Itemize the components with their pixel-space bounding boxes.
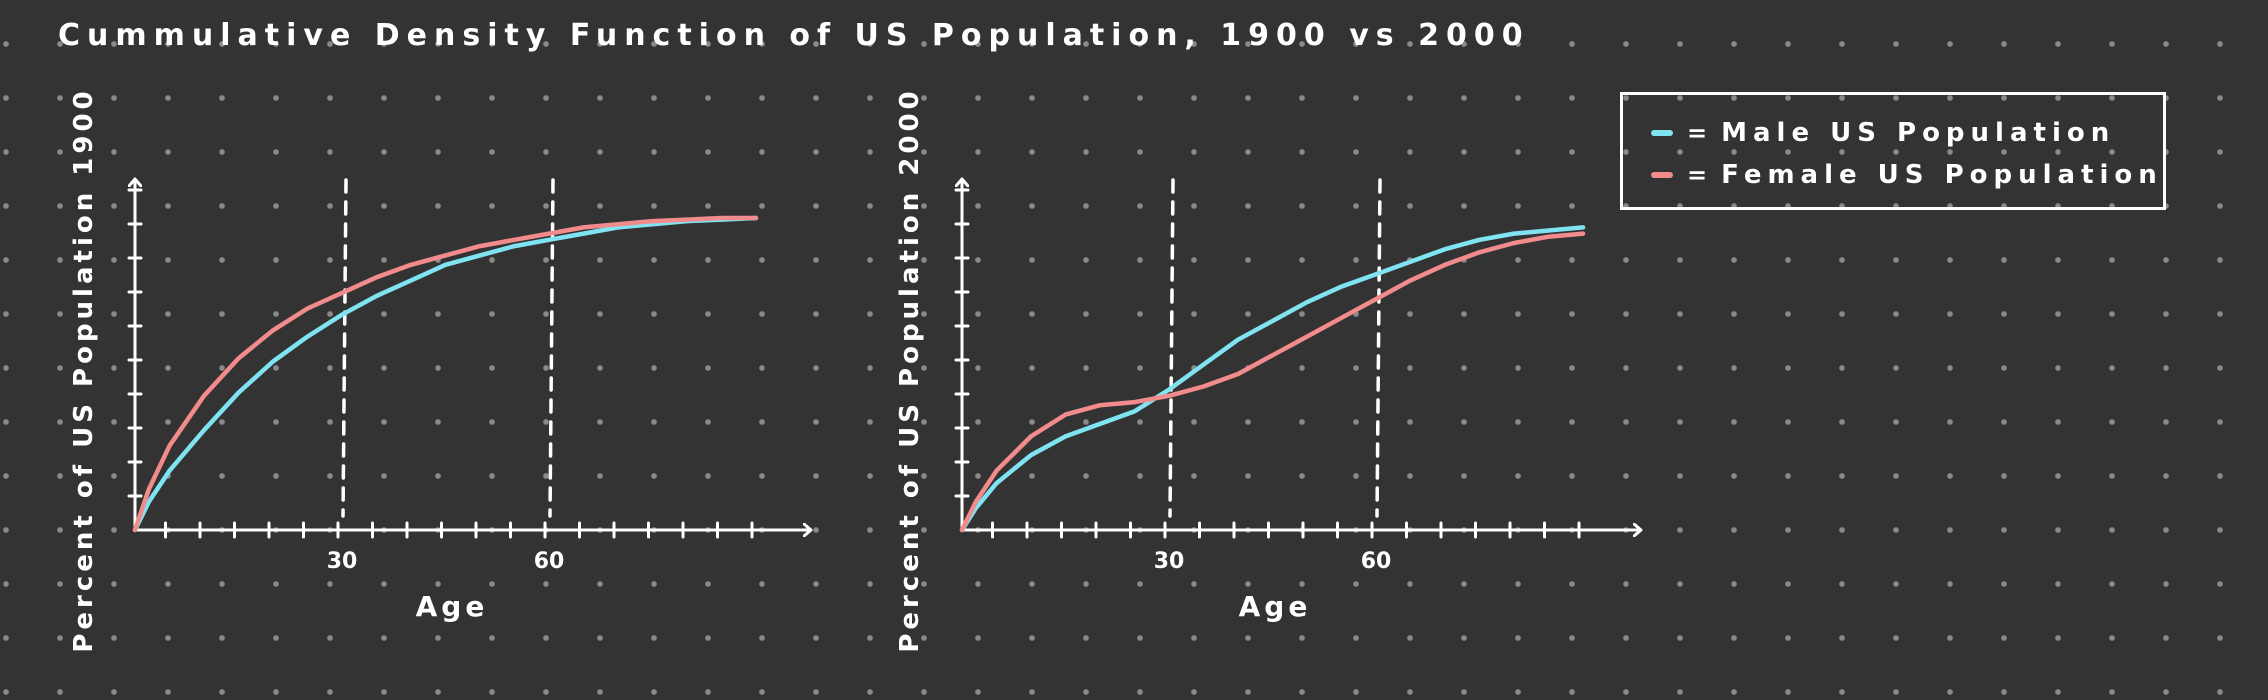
female-swatch bbox=[1651, 172, 1673, 178]
reference-line-age-60 bbox=[1375, 178, 1382, 518]
legend-label-female: Female US Population bbox=[1721, 160, 2163, 190]
x-tick-label-60: 60 bbox=[1361, 549, 1392, 574]
y-axis-label: Percent of US Population 2000 bbox=[895, 87, 925, 652]
chart-title: Cummulative Density Function of US Popul… bbox=[58, 18, 1530, 53]
legend-item-female: = Female US Population bbox=[1651, 155, 2163, 195]
reference-line-age-30 bbox=[341, 178, 348, 518]
reference-line-age-30 bbox=[1168, 178, 1175, 518]
x-tick-label-30: 30 bbox=[327, 549, 358, 574]
legend-item-male: = Male US Population bbox=[1651, 113, 2115, 153]
y-axis-label: Percent of US Population 1900 bbox=[69, 87, 99, 652]
male-swatch bbox=[1651, 130, 1673, 136]
legend-label-male: Male US Population bbox=[1721, 118, 2116, 148]
x-axis-label: Age bbox=[416, 590, 489, 623]
series-line-female bbox=[132, 215, 759, 533]
legend-separator: = bbox=[1687, 119, 1708, 147]
series-line-male bbox=[959, 225, 1586, 533]
series-line-male bbox=[132, 215, 759, 533]
x-axis-label: Age bbox=[1239, 590, 1312, 623]
series-line-female bbox=[959, 231, 1586, 533]
reference-line-age-60 bbox=[548, 178, 555, 518]
legend-separator: = bbox=[1687, 161, 1708, 189]
legend: = Male US Population = Female US Populat… bbox=[1620, 92, 2166, 210]
left-chart-panel: 30 60 Age Percent of US Population 1900 bbox=[69, 87, 810, 653]
x-tick-label-30: 30 bbox=[1154, 549, 1185, 574]
right-chart-panel: 30 60 Age Percent of US Population 2000 bbox=[895, 87, 1640, 653]
x-tick-label-60: 60 bbox=[534, 549, 565, 574]
